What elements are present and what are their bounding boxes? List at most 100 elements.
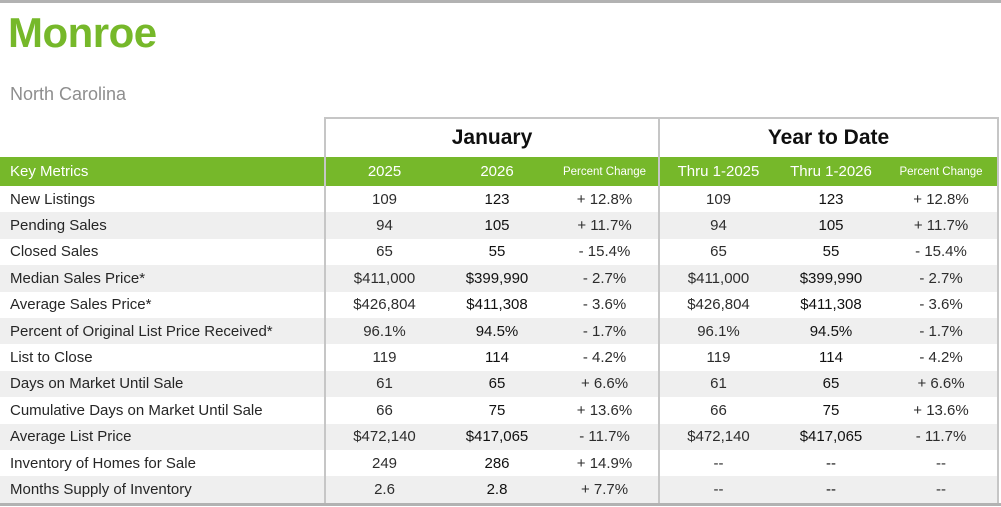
- cell-ytd-2025: 61: [658, 370, 777, 398]
- cell-ytd-percent-change: - 11.7%: [885, 423, 1000, 450]
- cell-jan-2026: 65: [488, 375, 506, 393]
- column-header-jan-2026: 2026: [480, 163, 514, 180]
- cell-jan-percent-change: - 2.7%: [582, 269, 627, 287]
- cell-jan-2026: 105: [484, 217, 510, 235]
- cell-jan-2026: $411,308: [466, 296, 528, 314]
- group-header-row: January Year to Date: [0, 117, 1000, 157]
- cell-jan-2025: 109: [324, 186, 443, 213]
- cell-jan-2026: 114: [485, 349, 509, 367]
- column-header-row: Key Metrics 2025 2026 Percent Change Thr…: [0, 157, 1000, 186]
- cell-jan-2026: 286: [484, 454, 510, 472]
- cell-metric-name: Cumulative Days on Market Until Sale: [10, 401, 263, 419]
- cell-jan-2025: 61: [324, 370, 443, 398]
- cell-ytd-2025: 119: [658, 344, 777, 371]
- cell-jan-2026: 123: [484, 190, 510, 208]
- cell-ytd-2026: --: [826, 480, 836, 498]
- cell-jan-2025: 119: [324, 344, 443, 371]
- cell-ytd-2025: 65: [658, 238, 777, 266]
- cell-ytd-percent-change: --: [885, 476, 1000, 503]
- table-row: New Listings 109 123 + 12.8% 109 123 + 12.8%: [0, 186, 1000, 213]
- cell-metric-name: Median Sales Price*: [10, 269, 146, 287]
- cell-jan-2026: $417,065: [465, 428, 529, 446]
- cell-ytd-2026: 123: [818, 190, 844, 208]
- cell-ytd-2026: --: [826, 454, 836, 472]
- cell-jan-2025: $472,140: [324, 423, 443, 450]
- cell-ytd-2026: 94.5%: [809, 322, 853, 340]
- cell-ytd-2026: 114: [819, 349, 843, 367]
- cell-metric-name: Percent of Original List Price Received*: [10, 322, 273, 340]
- cell-metric-name: New Listings: [10, 190, 96, 208]
- cell-ytd-2025: $472,140: [658, 423, 777, 450]
- cell-jan-2025: 249: [324, 449, 443, 477]
- cell-ytd-2025: $411,000: [658, 265, 777, 292]
- table-row: List to Close 119 114 - 4.2% 119 114 - 4.2%: [0, 344, 1000, 371]
- bottom-divider-rule: [0, 502, 1001, 506]
- table-row: Days on Market Until Sale 61 65 + 6.6% 61 65 +…: [0, 370, 1000, 398]
- cell-metric-name: Inventory of Homes for Sale: [10, 454, 196, 472]
- table-row: Average Sales Price* $426,804 $411,308 - 3.…: [0, 291, 1000, 318]
- cell-ytd-2026: 65: [822, 375, 840, 393]
- cell-ytd-percent-change: - 2.7%: [885, 265, 1000, 292]
- column-header-key-metrics: Key Metrics: [10, 163, 89, 180]
- cell-metric-name: Average List Price: [10, 428, 132, 446]
- cell-ytd-percent-change: - 1.7%: [885, 317, 1000, 345]
- cell-ytd-2026: 105: [818, 217, 844, 235]
- cell-jan-percent-change: + 7.7%: [580, 480, 629, 498]
- corner-spacer-cell: [0, 118, 325, 157]
- cell-ytd-2025: 109: [658, 186, 777, 213]
- column-header-jan-percent-change: Percent Change: [562, 165, 647, 178]
- page-subtitle: North Carolina: [10, 84, 127, 104]
- cell-jan-2025: 96.1%: [324, 317, 443, 345]
- group-header-year-to-date: Year to Date: [657, 117, 1000, 157]
- cell-jan-2025: 94: [324, 212, 443, 239]
- cell-ytd-percent-change: --: [885, 449, 1000, 477]
- cell-ytd-2025: --: [658, 449, 777, 477]
- cell-jan-2025: $411,000: [324, 265, 443, 292]
- cell-jan-2026: $399,990: [465, 269, 529, 287]
- report-header: Monroe North Carolina: [0, 7, 1001, 103]
- cell-jan-2026: 75: [488, 401, 506, 419]
- cell-jan-2025: 65: [324, 238, 443, 266]
- cell-ytd-2026: 55: [822, 243, 840, 261]
- cell-ytd-percent-change: - 3.6%: [885, 291, 1000, 318]
- cell-ytd-2025: 94: [658, 212, 777, 239]
- cell-ytd-percent-change: - 15.4%: [885, 238, 1000, 266]
- cell-jan-percent-change: - 1.7%: [582, 322, 627, 340]
- cell-jan-percent-change: - 4.2%: [582, 349, 627, 367]
- cell-metric-name: Months Supply of Inventory: [10, 480, 192, 498]
- table-row: Percent of Original List Price Received*…: [0, 317, 1000, 345]
- cell-metric-name: Average Sales Price*: [10, 296, 152, 314]
- cell-jan-percent-change: - 15.4%: [578, 243, 631, 261]
- cell-jan-percent-change: + 14.9%: [576, 454, 633, 472]
- cell-metric-name: Pending Sales: [10, 217, 107, 235]
- cell-jan-percent-change: + 11.7%: [577, 217, 632, 235]
- cell-ytd-percent-change: + 13.6%: [885, 397, 1000, 424]
- cell-jan-percent-change: + 12.8%: [576, 190, 633, 208]
- column-header-ytd-2025: Thru 1-2025: [658, 157, 777, 186]
- cell-jan-2026: 94.5%: [475, 322, 519, 340]
- key-metrics-table: January Year to Date Key Metrics 2025 20…: [0, 117, 1000, 503]
- page-title: Monroe: [8, 9, 157, 56]
- cell-ytd-2026: $411,308: [800, 296, 862, 314]
- cell-metric-name: Days on Market Until Sale: [10, 375, 184, 393]
- cell-ytd-2026: $399,990: [799, 269, 863, 287]
- column-header-ytd-percent-change: Percent Change: [885, 157, 1000, 186]
- group-header-january: January: [324, 117, 660, 157]
- metrics-table-body: New Listings 109 123 + 12.8% 109 123 + 12.8% Pe…: [0, 186, 1000, 503]
- table-row: Closed Sales 65 55 - 15.4% 65 55 - 15.4%: [0, 238, 1000, 266]
- cell-jan-2025: $426,804: [324, 291, 443, 318]
- cell-jan-percent-change: - 11.7%: [579, 428, 630, 446]
- cell-ytd-2026: $417,065: [799, 428, 863, 446]
- column-header-jan-2025: 2025: [324, 157, 443, 186]
- cell-jan-percent-change: - 3.6%: [582, 296, 627, 314]
- column-header-ytd-2026: Thru 1-2026: [790, 163, 872, 180]
- table-row: Cumulative Days on Market Until Sale 66 75…: [0, 397, 1000, 424]
- cell-jan-2025: 66: [324, 397, 443, 424]
- cell-ytd-2025: 96.1%: [658, 317, 777, 345]
- table-row: Pending Sales 94 105 + 11.7% 94 105 + 11.7%: [0, 212, 1000, 239]
- table-row: Months Supply of Inventory 2.6 2.8 + 7.7% --…: [0, 476, 1000, 503]
- table-row: Median Sales Price* $411,000 $399,990 - 2.7…: [0, 265, 1000, 292]
- cell-jan-2026: 55: [488, 243, 506, 261]
- cell-ytd-percent-change: + 11.7%: [885, 212, 1000, 239]
- cell-metric-name: List to Close: [10, 349, 93, 367]
